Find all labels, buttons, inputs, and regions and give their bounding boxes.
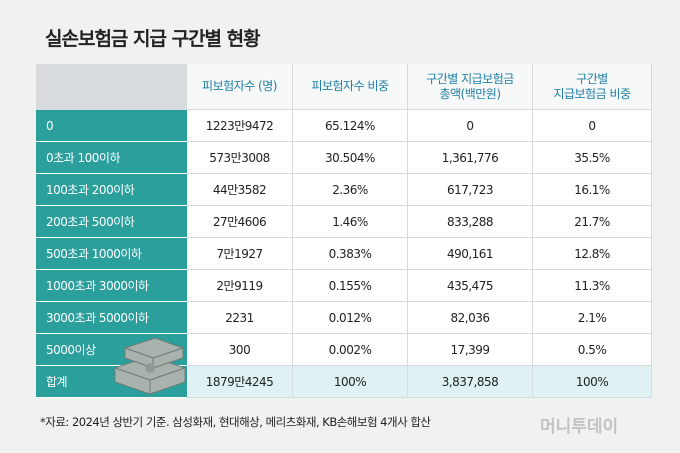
row-label: 200초과 500이하: [36, 206, 187, 238]
row-label: 1000초과 3000이하: [36, 270, 187, 302]
table-cell: 0: [408, 110, 533, 142]
table-cell: 833,288: [408, 206, 533, 238]
table-cell: 617,723: [408, 174, 533, 206]
table-cell: 17,399: [408, 334, 533, 366]
table-cell: 2231: [187, 302, 293, 334]
table-cell: 0.5%: [533, 334, 652, 366]
table-cell: 27만4606: [187, 206, 293, 238]
table-cell: 1.46%: [293, 206, 408, 238]
table-cell: 573만3008: [187, 142, 293, 174]
table-cell: 30.504%: [293, 142, 408, 174]
table-cell: 100%: [293, 366, 408, 398]
table-cell: 7만1927: [187, 238, 293, 270]
table-cell: 11.3%: [533, 270, 652, 302]
table-cell: 0.383%: [293, 238, 408, 270]
column-header: [36, 64, 187, 110]
table-cell: 3,837,858: [408, 366, 533, 398]
row-label: 100초과 200이하: [36, 174, 187, 206]
column-header: 구간별 지급보험금 총액(백만원): [408, 64, 533, 110]
table-cell: 1223만9472: [187, 110, 293, 142]
table-cell: 100%: [533, 366, 652, 398]
watermark: 머니투데이: [540, 417, 619, 437]
row-label: 3000초과 5000이하: [36, 302, 187, 334]
table-cell: 82,036: [408, 302, 533, 334]
table-cell: 300: [187, 334, 293, 366]
table-cell: 16.1%: [533, 174, 652, 206]
table-cell: 1879만4245: [187, 366, 293, 398]
column-header: 구간별 지급보험금 비중: [533, 64, 652, 110]
table-cell: 490,161: [408, 238, 533, 270]
title: 실손보험금 지급 구간별 현황: [45, 28, 261, 50]
table-cell: 12.8%: [533, 238, 652, 270]
row-label: 500초과 1000이하: [36, 238, 187, 270]
table-cell: 65.124%: [293, 110, 408, 142]
row-label: 0초과 100이하: [36, 142, 187, 174]
table-cell: 1,361,776: [408, 142, 533, 174]
table-cell: 435,475: [408, 270, 533, 302]
footnote: *자료: 2024년 상반기 기준. 삼성화재, 현대해상, 메리츠화재, KB…: [40, 415, 431, 429]
table-cell: 2만9119: [187, 270, 293, 302]
table-cell: 44만3582: [187, 174, 293, 206]
table-cell: 0: [533, 110, 652, 142]
table-cell: 21.7%: [533, 206, 652, 238]
table-cell: 2.1%: [533, 302, 652, 334]
table-cell: 0.012%: [293, 302, 408, 334]
table-cell: 2.36%: [293, 174, 408, 206]
money-icon: [113, 337, 187, 395]
table-cell: 35.5%: [533, 142, 652, 174]
column-header: 피보험자수 (명): [187, 64, 293, 110]
table-cell: 0.002%: [293, 334, 408, 366]
table-cell: 0.155%: [293, 270, 408, 302]
row-label: 0: [36, 110, 187, 142]
column-header: 피보험자수 비중: [293, 64, 408, 110]
